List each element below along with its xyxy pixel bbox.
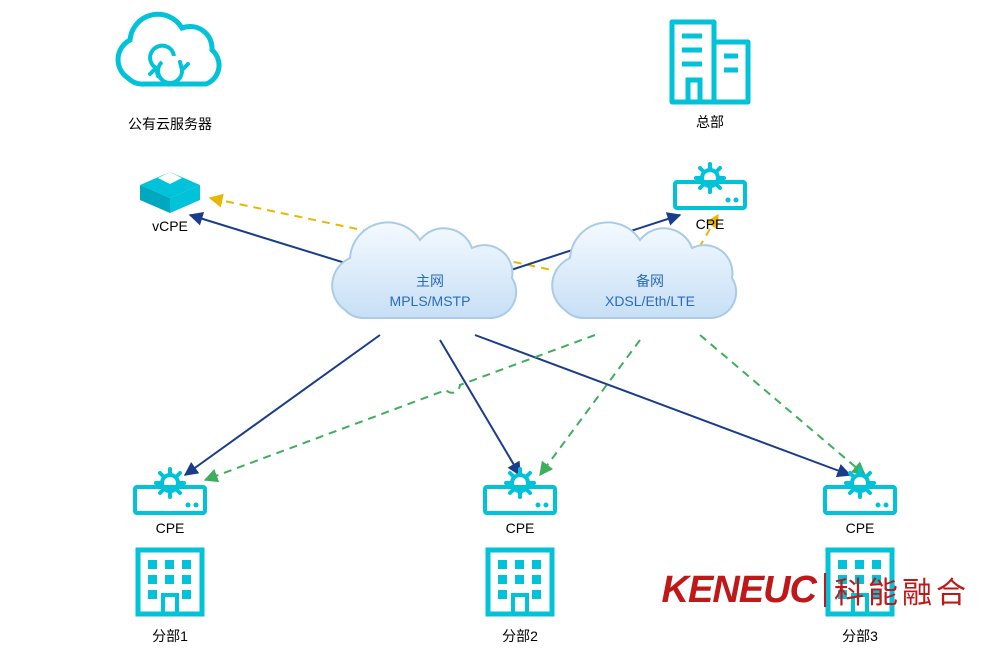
cloud-backup bbox=[552, 222, 736, 318]
hq-building-icon bbox=[672, 22, 748, 102]
cloud-server-icon bbox=[118, 14, 219, 84]
public-cloud-label: 公有云服务器 bbox=[120, 114, 220, 134]
cpe3-icon bbox=[825, 469, 895, 513]
logo-separator bbox=[824, 573, 826, 607]
edge-main-cpe1 bbox=[185, 335, 380, 475]
edge-main-cpe3 bbox=[475, 335, 850, 475]
branch3-label: 分部3 bbox=[835, 626, 885, 646]
vcpe-icon bbox=[140, 172, 200, 213]
vcpe-label: vCPE bbox=[145, 218, 195, 234]
branch1-label: 分部1 bbox=[145, 626, 195, 646]
brand-logo: KENEUC 科能融合 bbox=[662, 568, 970, 612]
hq-cpe-label: CPE bbox=[690, 216, 730, 232]
hq-label: 总部 bbox=[690, 112, 730, 132]
edge-backup-cpe3 bbox=[700, 335, 865, 475]
network-diagram-canvas bbox=[0, 0, 1000, 667]
edge-main-cpe2 bbox=[440, 340, 520, 475]
cpe1-icon bbox=[135, 469, 205, 513]
logo-cn-text: 科能融合 bbox=[834, 568, 970, 612]
hq-cpe-icon bbox=[675, 164, 745, 208]
cloud-main bbox=[332, 222, 516, 318]
branch2-label: 分部2 bbox=[495, 626, 545, 646]
cpe1-label: CPE bbox=[150, 520, 190, 536]
edge-backup-cpe1 bbox=[205, 335, 595, 480]
cpe2-label: CPE bbox=[500, 520, 540, 536]
cpe3-label: CPE bbox=[840, 520, 880, 536]
branch2-icon bbox=[488, 550, 552, 614]
edge-backup-cpe2 bbox=[540, 340, 640, 475]
branch1-icon bbox=[138, 550, 202, 614]
logo-en-text: KENEUC bbox=[662, 569, 816, 612]
cpe2-icon bbox=[485, 469, 555, 513]
